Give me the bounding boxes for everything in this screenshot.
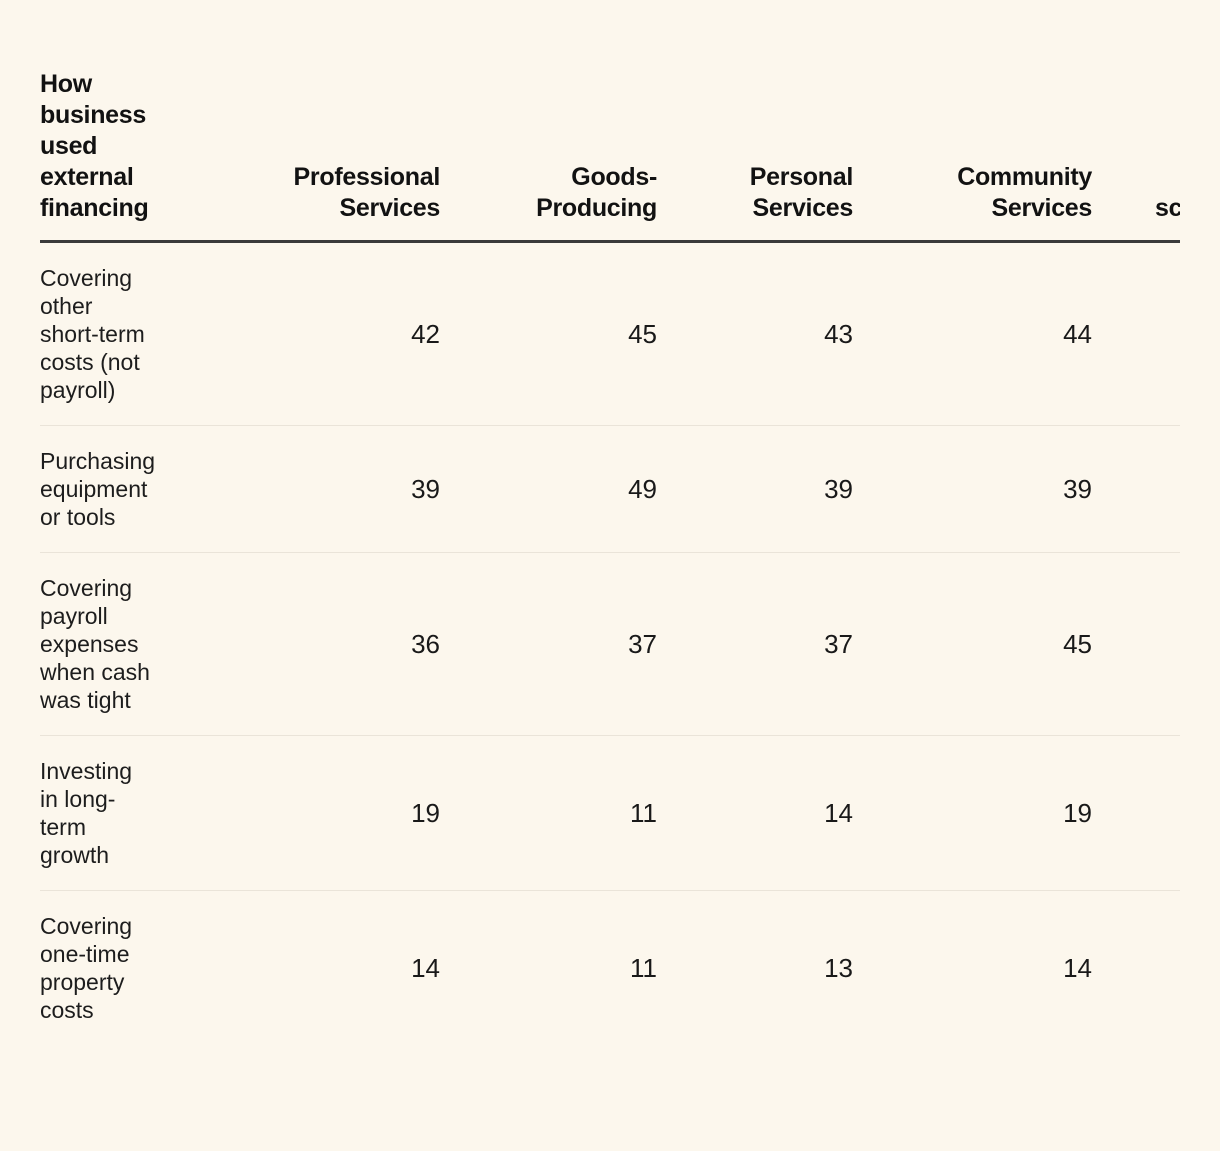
cell-value: 13 bbox=[824, 952, 853, 983]
financing-usage-table: How business used external financing Pro… bbox=[40, 69, 1180, 1045]
row-label: Covering one-time property costs bbox=[40, 913, 133, 1023]
col-header-community-services: Community Services bbox=[853, 69, 1092, 243]
table-row: Investing in long- term growth 19 11 14 … bbox=[40, 735, 1180, 891]
col-header-professional-services: Professional Services bbox=[220, 69, 440, 243]
cell-value: 11 bbox=[630, 952, 657, 983]
cell-value: 45 bbox=[853, 552, 1092, 736]
cell-value: 19 bbox=[220, 735, 440, 891]
cell-value: 11 bbox=[440, 735, 657, 891]
col-header-clipped: sc bbox=[1092, 69, 1180, 243]
row-label: Covering payroll expenses when cash was … bbox=[40, 552, 220, 736]
cell-value: 39 bbox=[853, 425, 1092, 553]
cell-value-clipped bbox=[1092, 735, 1180, 891]
cell-value: 42 bbox=[220, 241, 440, 426]
cell-value: 39 bbox=[657, 425, 853, 553]
cell-value: 45 bbox=[440, 241, 657, 426]
row-label: Covering other short-term costs (not pay… bbox=[40, 241, 220, 426]
cell-value: 36 bbox=[220, 552, 440, 736]
col-header-personal-services: Personal Services bbox=[657, 69, 853, 243]
cell-value: 39 bbox=[220, 425, 440, 553]
cell-value-clipped bbox=[1092, 425, 1180, 553]
table-row: Purchasing equipment or tools 39 49 39 3… bbox=[40, 425, 1180, 553]
cell-value-clipped bbox=[1092, 891, 1180, 1046]
cell-value: 14 bbox=[411, 952, 440, 983]
header-row: How business used external financing Pro… bbox=[40, 69, 1180, 243]
col-header-goods-producing: Goods- Producing bbox=[440, 69, 657, 243]
row-label: Purchasing equipment or tools bbox=[40, 425, 220, 553]
table-row: Covering payroll expenses when cash was … bbox=[40, 552, 1180, 736]
row-label: Investing in long- term growth bbox=[40, 735, 220, 891]
cell-value: 37 bbox=[657, 552, 853, 736]
cell-value-clipped bbox=[1092, 552, 1180, 736]
cell-value: 14 bbox=[657, 735, 853, 891]
table-row: Covering other short-term costs (not pay… bbox=[40, 241, 1180, 426]
cell-value: 14 bbox=[1063, 952, 1092, 983]
cell-value: 44 bbox=[853, 241, 1092, 426]
cell-value: 43 bbox=[657, 241, 853, 426]
cell-value-clipped bbox=[1092, 241, 1180, 426]
table-scroll-clip: How business used external financing Pro… bbox=[40, 69, 1180, 1045]
cell-value: 37 bbox=[440, 552, 657, 736]
cell-value: 49 bbox=[440, 425, 657, 553]
table-title: How business used external financing bbox=[40, 69, 220, 243]
col-header-clipped-label: sc bbox=[1155, 194, 1180, 222]
table-row: Covering one-time property costs 14 11 1… bbox=[40, 891, 1180, 1046]
cell-value: 19 bbox=[853, 735, 1092, 891]
